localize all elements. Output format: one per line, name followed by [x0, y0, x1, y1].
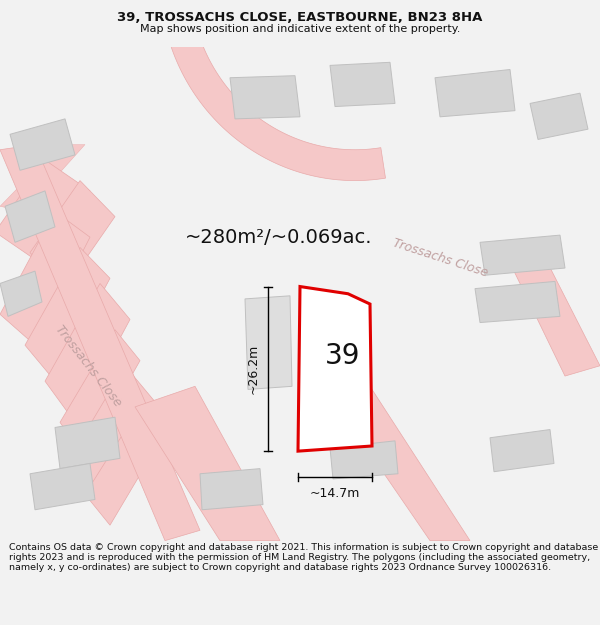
Polygon shape: [10, 119, 75, 170]
Polygon shape: [160, 0, 386, 181]
Text: 39, TROSSACHS CLOSE, EASTBOURNE, BN23 8HA: 39, TROSSACHS CLOSE, EASTBOURNE, BN23 8H…: [118, 11, 482, 24]
Polygon shape: [330, 441, 398, 479]
Text: Trossachs Close: Trossachs Close: [52, 322, 124, 409]
Text: Contains OS data © Crown copyright and database right 2021. This information is : Contains OS data © Crown copyright and d…: [9, 542, 598, 572]
Polygon shape: [480, 235, 565, 275]
Polygon shape: [70, 366, 155, 494]
Polygon shape: [435, 69, 515, 117]
Polygon shape: [60, 330, 140, 458]
Polygon shape: [200, 469, 263, 510]
Polygon shape: [85, 407, 165, 525]
Text: ~14.7m: ~14.7m: [310, 487, 360, 500]
Polygon shape: [0, 271, 42, 316]
Polygon shape: [45, 284, 130, 422]
Polygon shape: [0, 160, 90, 263]
Polygon shape: [0, 211, 90, 345]
Polygon shape: [490, 429, 554, 472]
Polygon shape: [245, 296, 292, 389]
Text: ~280m²/~0.069ac.: ~280m²/~0.069ac.: [185, 228, 373, 247]
Polygon shape: [230, 76, 300, 119]
Polygon shape: [310, 356, 470, 541]
Polygon shape: [30, 181, 115, 289]
Polygon shape: [330, 62, 395, 106]
Polygon shape: [135, 386, 280, 541]
Polygon shape: [55, 418, 120, 469]
Text: Map shows position and indicative extent of the property.: Map shows position and indicative extent…: [140, 24, 460, 34]
Polygon shape: [0, 144, 85, 211]
Text: Trossachs Close: Trossachs Close: [391, 236, 489, 279]
Polygon shape: [0, 144, 200, 541]
Polygon shape: [510, 258, 600, 376]
Polygon shape: [5, 191, 55, 242]
Polygon shape: [298, 286, 372, 451]
Polygon shape: [25, 248, 110, 381]
Polygon shape: [475, 281, 560, 322]
Text: 39: 39: [325, 342, 361, 370]
Text: ~26.2m: ~26.2m: [247, 344, 260, 394]
Polygon shape: [30, 464, 95, 510]
Polygon shape: [530, 93, 588, 139]
